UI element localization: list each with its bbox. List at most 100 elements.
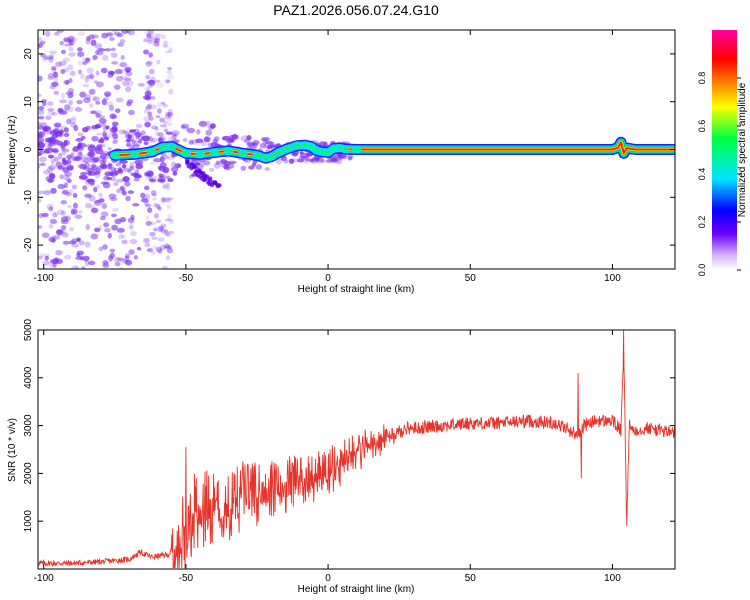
spectrogram-noise-point: [102, 263, 110, 268]
spectrogram-noise-point: [203, 160, 211, 166]
spectrogram-noise-point: [128, 225, 134, 230]
spectrogram-noise-point: [119, 62, 128, 68]
spectrogram-noise-point: [77, 47, 83, 52]
spectrogram-noise-point: [109, 197, 118, 202]
spectrogram-noise-point: [66, 164, 74, 170]
spectrogram-noise-point: [103, 261, 109, 265]
spectrogram-noise-point: [145, 176, 151, 181]
spectrogram-noise-point: [112, 133, 119, 140]
spectrogram-noise-point: [163, 229, 169, 233]
spectrogram-noise-point: [144, 30, 152, 36]
spectrogram-noise-point: [129, 238, 138, 245]
spectrogram-ridge-blob-core: [183, 151, 189, 156]
spectrogram-noise-point: [106, 101, 114, 107]
spectrogram-noise-point: [148, 35, 154, 42]
spectrogram-noise-point: [104, 173, 110, 180]
spectrogram-noise-point: [48, 154, 55, 159]
spectrogram-noise-point: [131, 139, 136, 144]
spectrogram-noise-point: [61, 145, 66, 151]
spectrogram-noise-point: [63, 139, 68, 147]
spectrogram-noise-point: [154, 126, 159, 132]
spectrogram-noise-point: [95, 70, 100, 76]
spectrogram-noise-point: [160, 101, 166, 105]
spectrogram-noise-point: [49, 50, 57, 55]
spectrogram-noise-point: [79, 91, 86, 98]
spectrogram-noise-point: [60, 49, 67, 54]
spectrogram-noise-point: [111, 121, 119, 127]
spectrogram-noise-point: [90, 233, 99, 240]
colorbar-tick-label: 0.0: [697, 264, 707, 277]
spectrogram-noise-point: [59, 60, 67, 66]
spectrogram-noise-point: [86, 178, 95, 183]
spectrogram-noise-point: [177, 163, 182, 169]
spectrogram-noise-point: [168, 136, 173, 142]
spectrogram-noise-point: [46, 203, 54, 210]
spectrogram-noise-point: [215, 184, 221, 189]
spectrogram-noise-point: [169, 218, 174, 224]
spectrogram-noise-point: [38, 190, 45, 195]
spectrogram-noise-point: [108, 104, 115, 112]
spectrogram-noise-point: [47, 76, 55, 81]
spectrogram-noise-point: [79, 255, 84, 261]
spectrogram-noise-point: [128, 109, 135, 116]
spectrogram-noise-point: [259, 142, 267, 149]
spectrogram-noise-point: [95, 49, 100, 56]
spectrogram-y-tick-label: 10: [23, 96, 34, 108]
spectrogram-noise-point: [91, 135, 99, 142]
spectrogram-noise-point: [84, 241, 91, 248]
spectrogram-noise-point: [46, 166, 54, 173]
spectrogram-noise-point: [145, 74, 151, 80]
spectrogram-noise-point: [149, 161, 156, 165]
spectrogram-ridge-blob-core: [294, 143, 299, 148]
spectrogram-noise-point: [165, 233, 171, 237]
spectrogram-noise-point: [98, 117, 107, 124]
spectrogram-noise-point: [84, 193, 92, 198]
spectrogram-noise-point: [67, 204, 72, 209]
spectrogram-noise-point: [84, 57, 91, 63]
spectrogram-noise-point: [78, 240, 85, 246]
spectrogram-noise-point: [144, 185, 150, 191]
spectrogram-noise-point: [209, 123, 216, 129]
spectrogram-noise-point: [144, 106, 152, 110]
snr-y-tick-label: 5000: [23, 318, 34, 341]
spectrogram-noise-point: [213, 136, 220, 142]
spectrogram-noise-point: [189, 166, 194, 171]
spectrogram-noise-point: [101, 202, 108, 210]
spectrogram-noise-point: [45, 253, 51, 258]
spectrogram-noise-point: [51, 112, 58, 116]
colorbar-tick-label: 0.2: [697, 216, 707, 229]
spectrogram-noise-point: [150, 104, 157, 110]
spectrogram-noise-point: [127, 134, 132, 140]
snr-y-tick-label: 1000: [23, 510, 34, 533]
spectrogram-noise-point: [94, 200, 100, 204]
spectrogram-noise-point: [92, 96, 100, 102]
spectrogram-noise-point: [81, 266, 86, 269]
spectrogram-noise-point: [113, 181, 119, 187]
spectrogram-noise-point: [38, 125, 44, 130]
spectrogram-ridge-blob-core: [212, 150, 217, 155]
spectrogram-noise-point: [61, 189, 69, 195]
spectrogram-noise-point: [246, 135, 252, 141]
spectrogram-noise-point: [128, 249, 135, 256]
spectrogram-noise-point: [118, 129, 127, 135]
spectrogram-noise-point: [167, 112, 172, 118]
spectrogram-noise-point: [157, 226, 164, 233]
spectrogram-ridge-blob-core: [254, 153, 260, 158]
spectrogram-noise-point: [157, 178, 166, 183]
spectrogram-noise-point: [38, 109, 45, 115]
spectrogram-noise-point: [271, 144, 278, 148]
spectrogram-noise-point: [246, 145, 253, 150]
spectrogram-noise-point: [194, 162, 201, 166]
spectrogram-noise-point: [121, 80, 130, 87]
spectrogram-x-tick-label: -100: [34, 273, 54, 284]
spectrogram-noise-point: [208, 176, 213, 181]
spectrogram-noise-point: [146, 248, 154, 253]
spectrogram-noise-point: [111, 213, 117, 218]
colorbar-ticks: 0.0 0.2 0.4 0.6 0.8: [697, 72, 741, 277]
spectrogram-noise-point: [150, 190, 157, 196]
spectrogram-noise-point: [196, 129, 201, 135]
spectrogram-noise-point: [154, 213, 159, 219]
spectrogram-noise-point: [111, 61, 118, 65]
spectrogram-noise-point: [146, 32, 151, 37]
spectrogram-noise-point: [90, 39, 97, 46]
